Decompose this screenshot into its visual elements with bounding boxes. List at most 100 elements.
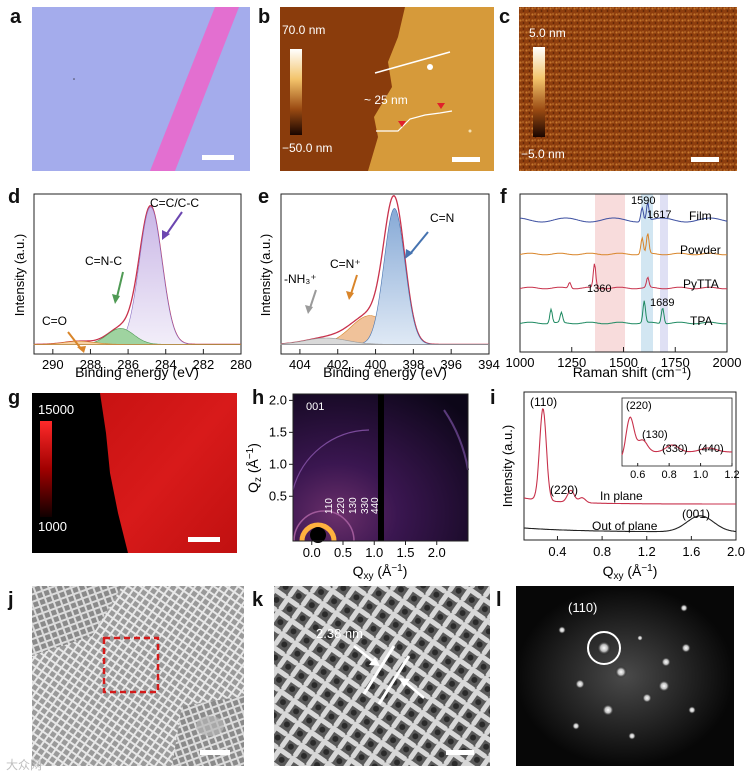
label-in-plane: In plane	[600, 489, 643, 503]
raman-chart: 1000 1250 1500 1750 2000 1590 1617 1360 1689…	[506, 193, 741, 380]
x-tick-label: 1.2	[638, 544, 656, 559]
color-bar	[40, 421, 52, 517]
y-tick-label: 0.5	[269, 488, 287, 503]
giwaxs-chart: 001 110 220 130 330 440 0.0 0.5 1.0 1.5 2.0 …	[245, 392, 469, 582]
x-ticks: 290 288 286 284 282 280	[42, 349, 252, 372]
x-axis-label: Qxy (Å−1)	[353, 563, 408, 582]
scale-bar	[188, 537, 220, 542]
hrtem-zoom-image	[274, 586, 490, 766]
ring-110	[299, 522, 337, 542]
annot-c-n: C=N	[430, 211, 454, 225]
inset-peak-130: (130)	[642, 429, 668, 441]
scale-bar	[691, 157, 719, 162]
annot-1360: 1360	[587, 283, 611, 295]
d-spacing-label: 2.38 nm	[316, 626, 363, 641]
x-tick-label: 2.0	[727, 544, 745, 559]
color-bar	[290, 49, 302, 135]
x-tick-label: 286	[117, 357, 139, 372]
panel-label-c: c	[499, 6, 511, 28]
x-ticks: 0.0 0.5 1.0 1.5 2.0	[303, 541, 446, 560]
peak-110: (110)	[530, 395, 557, 409]
spectra-row: 290 288 286 284 282 280 C=O C=N-C C=C/C-C Bin…	[12, 193, 741, 380]
ring-label: 130	[348, 497, 359, 514]
annot-nh3: -NH₃⁺	[284, 272, 317, 286]
peak-001: (001)	[682, 507, 710, 521]
x-tick-label: 282	[193, 357, 215, 372]
scale-bar	[452, 157, 480, 162]
band-1360	[595, 194, 625, 352]
x-axis-label: Binding energy (eV)	[75, 364, 199, 380]
peak-220: (220)	[550, 483, 578, 497]
peak-c-o	[33, 340, 241, 345]
y-axis-label: Intensity (a.u.)	[12, 234, 27, 316]
legend-tpa: TPA	[690, 314, 712, 328]
y-axis-label: Intensity (a.u.)	[258, 234, 273, 316]
inset-x-tick-label: 1.2	[724, 469, 739, 481]
x-tick-label: 0.4	[548, 544, 566, 559]
ring-label: 110	[324, 498, 335, 514]
fft-pattern	[516, 586, 734, 766]
afm-step-image	[290, 7, 494, 171]
panel-label-i: i	[490, 387, 496, 409]
x-tick-label: 398	[403, 357, 425, 372]
x-axis-label: Qxy (Å−1)	[603, 563, 658, 582]
x-tick-label: 404	[289, 357, 311, 372]
x-tick-label: 394	[478, 357, 500, 372]
x-ticks: 0.4 0.8 1.2 1.6 2.0	[548, 536, 745, 559]
colorbar-max: 70.0 nm	[282, 23, 326, 37]
arrow-icon	[399, 678, 410, 687]
arrow-icon	[346, 291, 354, 300]
arrow-icon	[112, 294, 120, 304]
inset-x-ticks: 0.6 0.8 1.0 1.2	[630, 463, 740, 481]
gisaxs-line-chart: 0.4 0.8 1.2 1.6 2.0 (110) (220) (001) In pla…	[500, 391, 745, 582]
lattice-marker-line	[377, 655, 411, 705]
inset-peak-440: (440)	[698, 443, 724, 455]
band-1690	[660, 194, 668, 352]
hrtem-panel	[32, 586, 244, 766]
marker-icon	[437, 103, 445, 109]
annot-c-n-c: C=N-C	[85, 254, 122, 268]
line-profiles	[523, 408, 737, 533]
x-axis-label: Raman shift (cm⁻¹)	[573, 364, 692, 380]
inset-peak-220: (220)	[626, 400, 652, 412]
inset-profile	[621, 416, 733, 456]
marker-icon	[398, 121, 406, 127]
x-axis-label: Binding energy (eV)	[323, 364, 447, 380]
panel-label-d: d	[8, 186, 21, 208]
annot-1590: 1590	[631, 195, 655, 207]
x-tick-label: 1.0	[365, 545, 383, 560]
y-axis-label: Qz (Å−1)	[245, 443, 264, 493]
legend-pytta: PyTTA	[683, 277, 719, 291]
film-strip	[150, 7, 239, 171]
y-tick-label: 2.0	[269, 392, 287, 407]
x-ticks: 1000 1250 1500 1750 2000	[506, 347, 741, 370]
x-tick-label: 400	[365, 357, 387, 372]
ring-label: 440	[370, 497, 381, 514]
x-tick-label: 284	[155, 357, 177, 372]
x-ticks: 404 402 400 398 396 394	[289, 349, 500, 372]
x-tick-label: 396	[440, 357, 462, 372]
pl-map-panel: 15000 1000	[32, 393, 237, 553]
afm-step-panel: 70.0 nm −50.0 nm ~ 25 nm	[280, 7, 494, 171]
scale-bar	[446, 750, 474, 755]
inset-x-tick-label: 0.8	[661, 469, 676, 481]
band-1610	[641, 194, 653, 352]
y-axis-label: Intensity (a.u.)	[500, 425, 515, 507]
profile-in-plane	[523, 408, 736, 505]
x-tick-label: 1500	[609, 355, 638, 370]
x-tick-label: 1250	[557, 355, 586, 370]
xps-n1s-chart: 404 402 400 398 396 394 -NH₃⁺ C=N⁺ C=N Bindin…	[258, 193, 500, 380]
arrow-icon	[305, 305, 313, 314]
hrtem-lattice-image	[32, 586, 244, 766]
watermark: 大众网	[6, 758, 43, 772]
film-region	[368, 7, 494, 171]
ring-label: 330	[360, 497, 371, 514]
y-ticks: 0.5 1.0 1.5 2.0	[269, 392, 293, 503]
panel-label-e: e	[258, 186, 270, 208]
colorbar-max: 5.0 nm	[529, 26, 566, 40]
legend-powder: Powder	[680, 243, 721, 257]
optical-image	[73, 7, 239, 171]
inset-chart: 0.6 0.8 1.0 1.2 (220) (130) (330) (440)	[621, 397, 740, 481]
raman-line-powder	[519, 233, 727, 256]
panel-label-b: b	[258, 6, 271, 28]
